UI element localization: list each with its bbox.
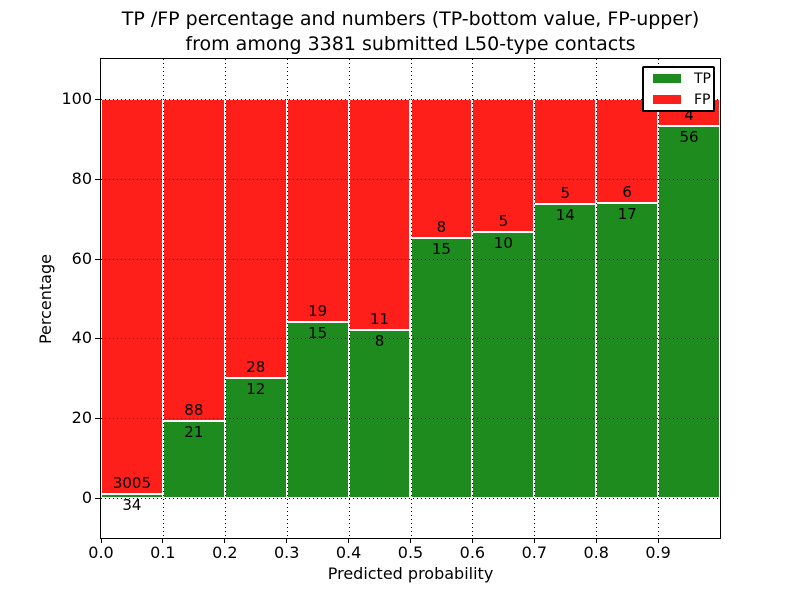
x-tick-label: 0.2 <box>212 543 238 562</box>
bar-segment-tp <box>286 321 349 499</box>
legend: TP FP <box>642 66 715 112</box>
y-tick <box>95 338 100 340</box>
bar-label-tp: 15 <box>431 239 451 258</box>
y-tick <box>95 498 100 500</box>
y-tick-label: 60 <box>71 248 92 268</box>
bar-label-fp: 5 <box>498 211 509 230</box>
bar-label-tp: 34 <box>122 495 142 514</box>
bar-segment-tp <box>534 203 597 499</box>
legend-label-fp: FP <box>694 91 711 108</box>
x-tick <box>410 539 411 543</box>
x-tick-label: 0.5 <box>397 543 424 562</box>
gridline-vertical <box>286 59 288 538</box>
bar-segment-tp <box>596 203 659 499</box>
x-tick <box>348 539 350 543</box>
x-tick <box>657 539 659 543</box>
bar-segment-tp <box>101 493 163 499</box>
x-tick <box>533 539 535 543</box>
x-tick <box>471 539 473 543</box>
chart-title-line2: from among 3381 submitted L50-type conta… <box>185 33 636 55</box>
bar-label-tp: 10 <box>493 233 513 252</box>
x-tick <box>224 539 226 543</box>
x-tick-label: 0.6 <box>459 543 486 562</box>
gridline-vertical <box>596 59 598 538</box>
y-axis-label: Percentage <box>36 254 55 345</box>
bar-segment-fp <box>286 98 349 322</box>
gridline-vertical <box>162 59 164 538</box>
y-tick-label: 100 <box>61 88 92 108</box>
x-tick <box>595 539 597 543</box>
bar-label-fp: 4 <box>684 105 694 124</box>
x-tick-label: 0.1 <box>150 543 176 562</box>
x-tick <box>286 539 288 543</box>
legend-item-fp: FP <box>653 92 711 108</box>
gridline-vertical <box>410 59 412 538</box>
plot-area: 3005 34 88 21 28 12 19 15 11 8 8 15 5 10 5 14 6 17 4 56 <box>100 58 721 539</box>
x-axis-label: Predicted probability <box>327 564 494 583</box>
bar-label-tp: 17 <box>617 205 637 224</box>
bar-label-fp: 3005 <box>112 473 152 492</box>
bar-segment-fp <box>472 98 535 232</box>
bar-label-fp: 88 <box>184 401 204 420</box>
y-tick-label: 80 <box>71 168 92 188</box>
bar-segment-fp <box>162 98 225 422</box>
bar-segment-tp <box>410 237 473 499</box>
chart-title: TP /FP percentage and numbers (TP-bottom… <box>100 7 721 57</box>
bar-label-tp: 14 <box>555 205 575 224</box>
x-tick-label: 0.8 <box>583 543 609 562</box>
gridline-vertical <box>472 59 474 538</box>
x-tick-label: 0.4 <box>335 543 362 562</box>
legend-label-tp: TP <box>694 70 711 87</box>
gridline-vertical <box>534 59 536 538</box>
x-tick-label: 0.3 <box>273 543 300 562</box>
gridline-vertical <box>658 59 660 538</box>
bar-label-fp: 11 <box>369 310 390 328</box>
bar-label-tp: 12 <box>246 380 266 399</box>
bar-segment-tp <box>162 421 225 499</box>
bar-segment-fp <box>348 98 411 330</box>
bar-segment-fp <box>596 98 659 204</box>
bar-label-fp: 28 <box>246 358 266 377</box>
legend-swatch-tp-icon <box>653 74 681 83</box>
chart-title-line1: TP /FP percentage and numbers (TP-bottom… <box>121 8 700 30</box>
y-tick <box>95 258 100 260</box>
bar-label-fp: 19 <box>308 301 328 320</box>
bar-label-tp: 56 <box>679 127 699 146</box>
bar-segment-tp <box>348 330 411 499</box>
x-tick <box>162 539 164 543</box>
legend-swatch-fp-icon <box>653 95 681 104</box>
bar-label-tp: 15 <box>308 323 328 342</box>
bar-segment-tp <box>472 231 535 499</box>
y-tick <box>95 98 100 100</box>
bar-segment-tp <box>658 125 720 499</box>
bar-label-fp: 6 <box>622 183 632 202</box>
bar-label-tp: 8 <box>374 332 385 350</box>
gridline-vertical <box>224 59 226 538</box>
legend-item-tp: TP <box>653 71 711 87</box>
y-tick-label: 40 <box>71 328 92 348</box>
bar-label-fp: 5 <box>560 183 571 202</box>
y-tick <box>95 418 100 420</box>
y-tick-label: 20 <box>71 408 92 428</box>
gridline-vertical <box>348 59 350 538</box>
x-tick-label: 0.0 <box>88 543 114 562</box>
bar-segment-fp <box>101 98 163 494</box>
y-tick-label: 0 <box>81 488 92 508</box>
bar-label-tp: 21 <box>184 423 204 442</box>
x-tick <box>100 539 102 543</box>
x-tick-label: 0.9 <box>645 543 671 562</box>
bar-segment-fp <box>224 98 287 379</box>
x-tick-label: 0.7 <box>521 543 548 562</box>
y-tick <box>95 178 100 180</box>
bar-label-fp: 8 <box>436 217 447 236</box>
